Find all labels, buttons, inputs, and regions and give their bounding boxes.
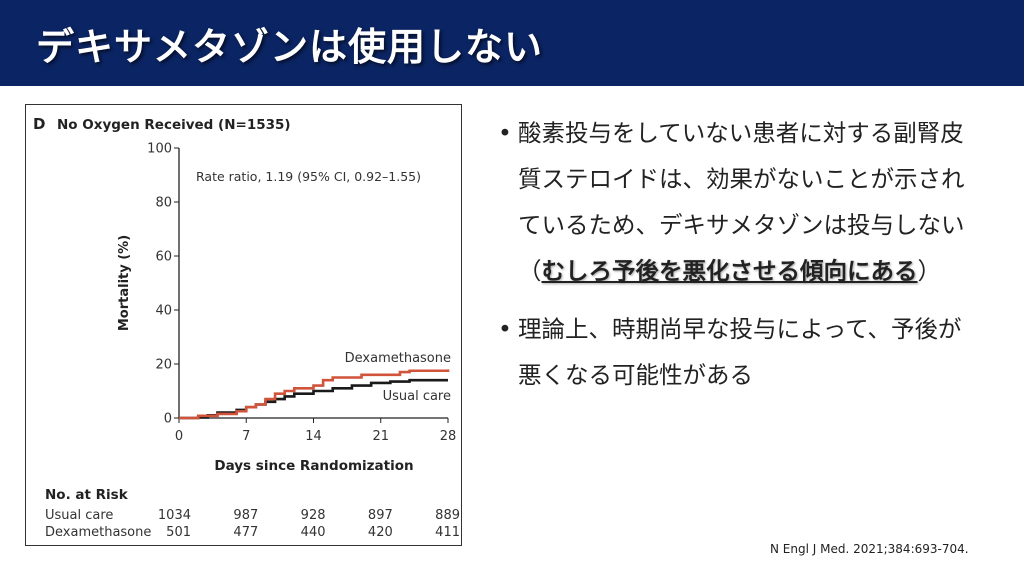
risk-value: 477	[233, 525, 258, 540]
y-tick-label: 60	[155, 250, 172, 265]
bullet-2-line-2: 悪くなる可能性がある	[518, 361, 753, 389]
risk-value: 420	[368, 525, 393, 540]
risk-row-label: Dexamethasone	[45, 525, 151, 540]
y-tick-label: 0	[164, 412, 172, 427]
bullet-1-line-3: ているため、デキサメタゾンは投与しない	[518, 211, 965, 239]
bullet-1-line-4: （むしろ予後を悪化させる傾向にある）	[518, 257, 941, 285]
series-line-dexamethasone	[179, 369, 450, 420]
km-figure: D No Oxygen Received (N=1535) Rate ratio…	[25, 104, 462, 546]
y-tick-label: 80	[155, 196, 172, 211]
bullet-1-line-2: 質ステロイドは、効果がないことが示され	[518, 165, 965, 193]
slide-title: デキサメタゾンは使用しない	[36, 25, 544, 69]
bullet-2-line-1: • 理論上、時期尚早な投与によって、予後が	[498, 306, 1018, 352]
title-bar: デキサメタゾンは使用しない	[0, 0, 1024, 86]
y-axis-label: Mortality (%)	[117, 235, 132, 331]
km-chart: D No Oxygen Received (N=1535) Rate ratio…	[33, 115, 460, 540]
risk-value: 889	[435, 508, 460, 523]
x-tick-label: 14	[305, 429, 322, 444]
citation: N Engl J Med. 2021;384:693-704.	[770, 542, 969, 556]
x-tick-label: 21	[372, 429, 389, 444]
bullet-icon: •	[498, 315, 512, 343]
risk-row-label: Usual care	[45, 508, 113, 523]
risk-value: 897	[368, 508, 393, 523]
panel-letter: D	[33, 115, 45, 133]
risk-value: 987	[233, 508, 258, 523]
y-tick-label: 100	[147, 142, 172, 157]
rate-ratio-annotation: Rate ratio, 1.19 (95% CI, 0.92–1.55)	[196, 169, 421, 184]
risk-value: 501	[166, 525, 191, 540]
risk-table-title: No. at Risk	[45, 487, 129, 503]
x-tick-label: 0	[175, 429, 183, 444]
x-tick-label: 7	[242, 429, 250, 444]
risk-value: 928	[301, 508, 326, 523]
risk-value: 1034	[158, 508, 191, 523]
legend-usual-care: Usual care	[383, 389, 451, 404]
risk-value: 411	[435, 525, 460, 540]
emphasis-text: むしろ予後を悪化させる傾向にある	[541, 257, 918, 285]
x-axis-label: Days since Randomization	[214, 458, 413, 474]
risk-value: 440	[301, 525, 326, 540]
x-tick-label: 28	[440, 429, 457, 444]
y-tick-label: 20	[155, 358, 172, 373]
bullet-1-line-1: • 酸素投与をしていない患者に対する副腎皮	[498, 110, 1018, 156]
chart-title: No Oxygen Received (N=1535)	[57, 117, 291, 133]
y-tick-label: 40	[155, 304, 172, 319]
legend-dexamethasone: Dexamethasone	[345, 351, 451, 366]
bullet-list: • 酸素投与をしていない患者に対する副腎皮 質ステロイドは、効果がないことが示され…	[498, 110, 1018, 398]
bullet-icon: •	[498, 119, 512, 147]
